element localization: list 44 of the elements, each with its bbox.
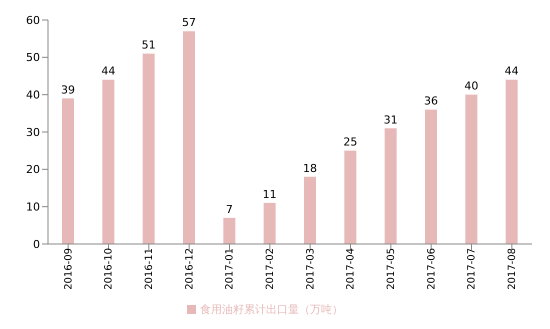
x-tick-label: 2017-06 bbox=[426, 248, 438, 290]
x-tick-label: 2017-05 bbox=[386, 248, 397, 290]
y-tick-label: 30 bbox=[26, 126, 40, 139]
bar bbox=[223, 218, 236, 244]
legend-label: 食用油籽累计出口量（万吨） bbox=[200, 303, 343, 316]
bar bbox=[62, 98, 74, 244]
bar bbox=[142, 54, 155, 244]
data-label: 25 bbox=[343, 136, 358, 149]
data-label: 44 bbox=[504, 64, 519, 78]
y-tick-label: 40 bbox=[26, 88, 40, 102]
bar bbox=[102, 80, 114, 244]
data-label: 31 bbox=[384, 113, 398, 126]
bar bbox=[425, 110, 437, 244]
x-tick-label: 2016-10 bbox=[104, 248, 115, 290]
data-label: 18 bbox=[303, 162, 317, 175]
bar bbox=[183, 31, 195, 244]
bar bbox=[344, 150, 356, 244]
y-tick-label: 60 bbox=[26, 14, 40, 27]
bar bbox=[506, 80, 518, 244]
bar bbox=[264, 202, 276, 244]
data-label: 51 bbox=[142, 38, 156, 52]
y-tick-label: 20 bbox=[26, 163, 40, 176]
x-tick-label: 2017-01 bbox=[224, 248, 236, 290]
x-tick-label: 2017-02 bbox=[264, 248, 276, 290]
x-tick-label: 2017-07 bbox=[466, 248, 478, 290]
x-tick-label: 2017-03 bbox=[305, 248, 316, 290]
x-tick-label: 2017-08 bbox=[506, 248, 518, 290]
data-label: 57 bbox=[182, 16, 196, 30]
x-tick-label: 2016-11 bbox=[144, 248, 155, 290]
x-tick-label: 2016-12 bbox=[184, 248, 196, 290]
bar bbox=[465, 94, 478, 244]
y-tick-label: 50 bbox=[26, 51, 40, 64]
data-label: 44 bbox=[101, 64, 116, 78]
data-label: 39 bbox=[61, 83, 75, 96]
bar bbox=[384, 128, 397, 244]
data-label: 36 bbox=[424, 94, 438, 108]
y-tick-label: 10 bbox=[26, 200, 40, 214]
x-tick-label: 2016-09 bbox=[63, 248, 74, 290]
data-label: 7 bbox=[226, 202, 233, 216]
data-label: 11 bbox=[262, 188, 277, 201]
data-label: 40 bbox=[464, 80, 478, 93]
x-tick-label: 2017-04 bbox=[346, 248, 357, 290]
y-tick-label: 0 bbox=[33, 238, 40, 251]
bar bbox=[304, 176, 316, 244]
